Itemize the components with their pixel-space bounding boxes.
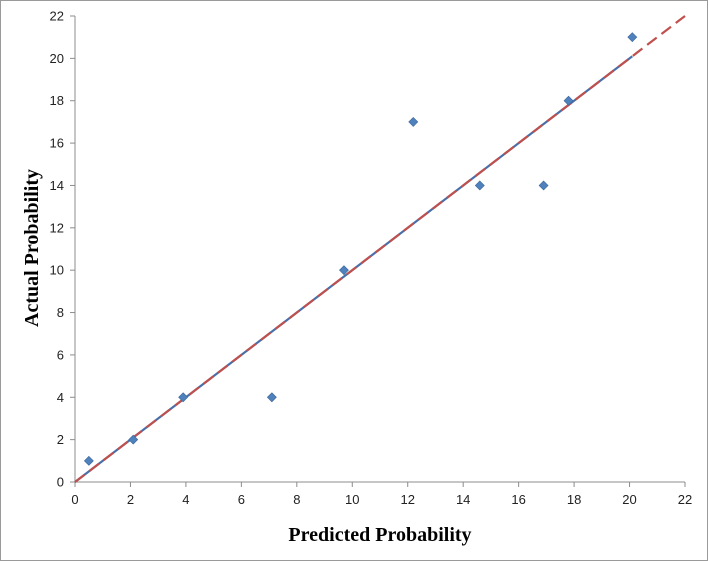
y-tick-label: 0	[57, 475, 64, 490]
x-tick-label: 18	[567, 492, 581, 507]
x-tick-label: 0	[71, 492, 78, 507]
x-tick-label: 20	[622, 492, 636, 507]
axes	[74, 16, 685, 483]
identity-line	[74, 15, 686, 483]
y-axis-title: Actual Probability	[21, 169, 43, 327]
y-tick-label: 2	[57, 432, 64, 447]
data-point	[178, 392, 189, 403]
x-tick-label: 6	[238, 492, 245, 507]
data-point	[266, 392, 277, 403]
x-tick-label: 2	[127, 492, 134, 507]
data-point	[563, 95, 574, 106]
x-tick-label: 22	[678, 492, 692, 507]
x-tick-label: 10	[345, 492, 359, 507]
data-point	[474, 180, 485, 191]
x-tick-label: 12	[400, 492, 414, 507]
x-tick-label: 16	[511, 492, 525, 507]
y-tick-label: 8	[57, 305, 64, 320]
y-tick-label: 6	[57, 347, 64, 362]
data-point	[339, 265, 349, 276]
data-point	[408, 116, 419, 127]
data-points	[83, 32, 638, 466]
x-axis-title: Predicted Probability	[288, 524, 471, 546]
y-tick-label: 10	[50, 263, 64, 278]
y-tick-label: 14	[50, 178, 64, 193]
y-tick-label: 16	[50, 136, 64, 151]
data-point	[538, 180, 549, 191]
ticks: 0 2 4 6 8 10 12 14 16 18 20 22 0 2 4 6 8 10 12 14 16 18 20 22	[50, 9, 693, 508]
y-tick-label: 20	[50, 51, 64, 66]
y-tick-label: 4	[57, 390, 64, 405]
data-point	[128, 434, 139, 445]
x-tick-label: 4	[182, 492, 189, 507]
data-point	[83, 455, 94, 466]
reference-lines	[74, 15, 686, 483]
y-tick-label: 18	[50, 93, 64, 108]
y-tick-label: 12	[50, 220, 64, 235]
y-tick-label: 22	[50, 9, 64, 24]
x-tick-label: 14	[456, 492, 470, 507]
data-point	[627, 32, 638, 43]
x-tick-label: 8	[293, 492, 300, 507]
